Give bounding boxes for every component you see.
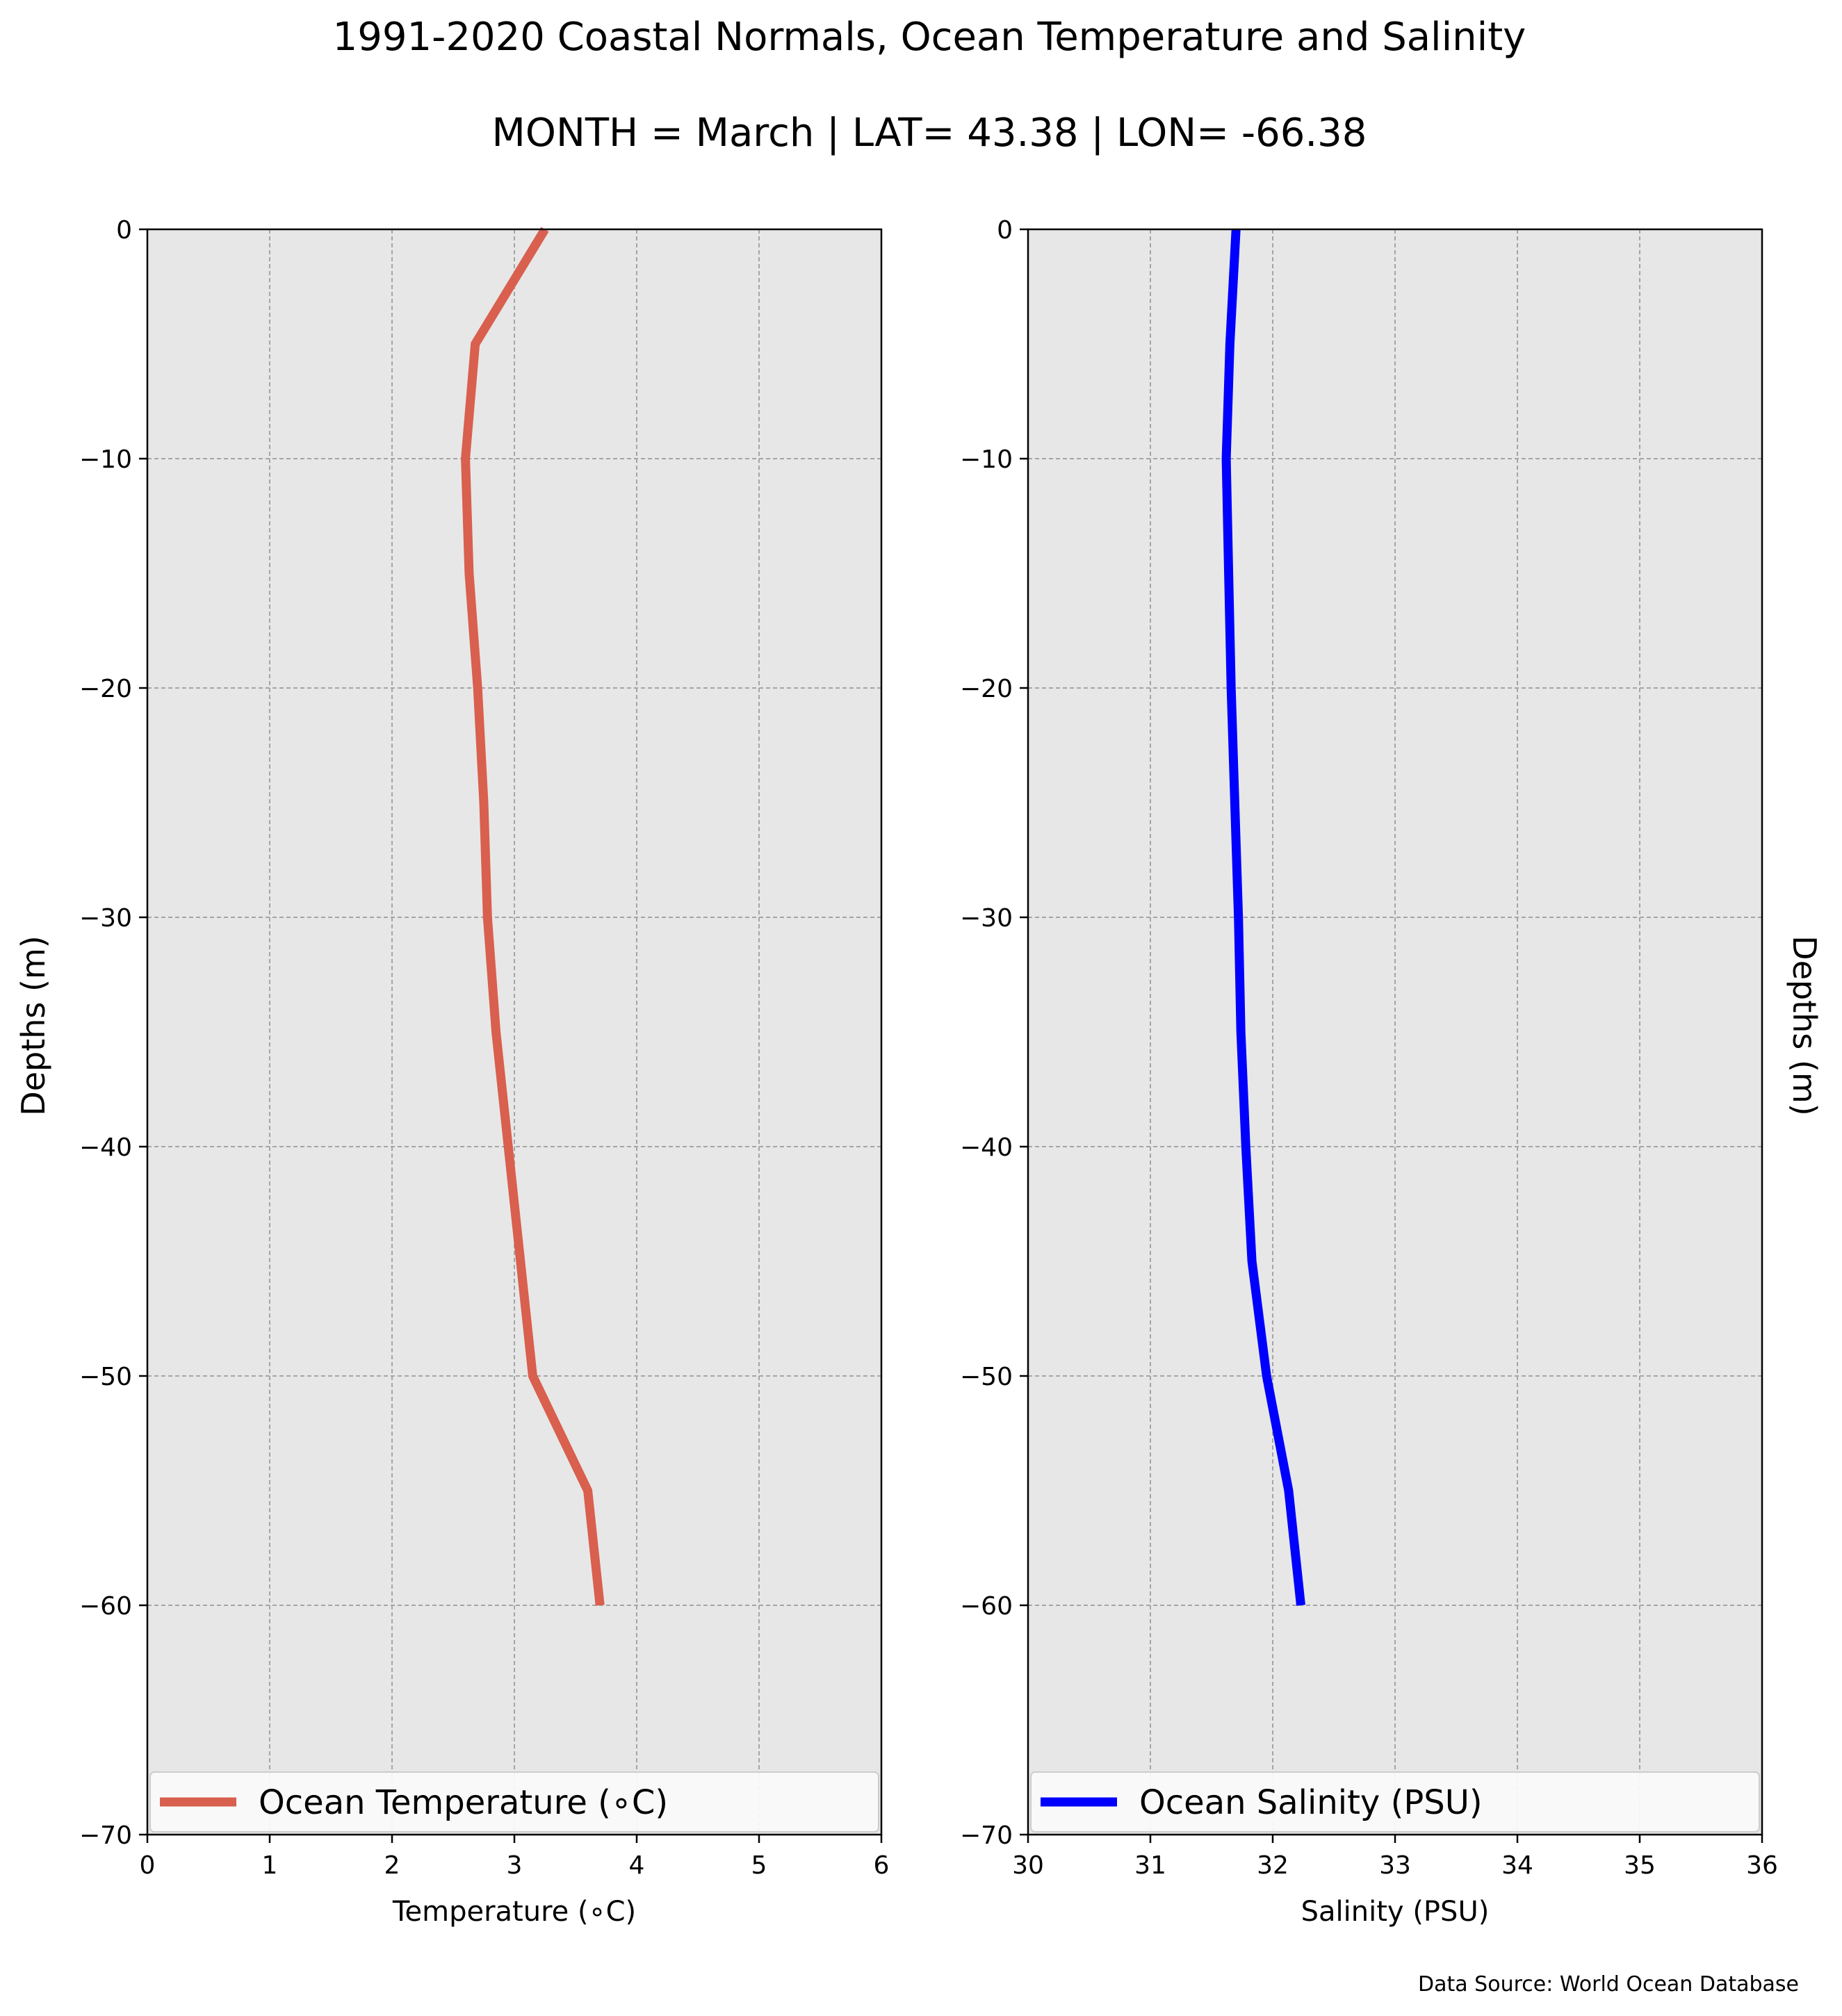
temp-x-tick-label: 1 bbox=[262, 1851, 278, 1880]
sal-y-tick-label: −50 bbox=[960, 1363, 1013, 1391]
sal-y-tick-label: −60 bbox=[960, 1592, 1013, 1621]
sal-x-tick-label: 30 bbox=[1012, 1851, 1044, 1880]
temp-x-tick-label: 5 bbox=[751, 1851, 767, 1880]
sal-x-tick-label: 34 bbox=[1501, 1851, 1533, 1880]
sal-x-tick-label: 32 bbox=[1257, 1851, 1289, 1880]
temp-y-tick-label: −10 bbox=[79, 445, 132, 474]
chart-subtitle: MONTH = March | LAT= 43.38 | LON= -66.38 bbox=[492, 110, 1367, 156]
sal-x-tick-label: 36 bbox=[1746, 1851, 1778, 1880]
temp-legend-label: Ocean Temperature (∘C) bbox=[259, 1783, 668, 1822]
temp-x-tick-label: 3 bbox=[507, 1851, 523, 1880]
sal-y-tick-label: −20 bbox=[960, 675, 1013, 703]
temp-y-tick-label: −40 bbox=[79, 1133, 132, 1162]
temp-x-tick-label: 0 bbox=[140, 1851, 156, 1880]
temp-y-tick-label: 0 bbox=[116, 216, 132, 245]
y-axis-label-left: Depths (m) bbox=[15, 935, 52, 1115]
sal-legend-label: Ocean Salinity (PSU) bbox=[1139, 1783, 1483, 1822]
temp-x-tick-label: 6 bbox=[874, 1851, 890, 1880]
sal-legend-box bbox=[1030, 1771, 1760, 1833]
y-axis-label-right: Depths (m) bbox=[1786, 935, 1823, 1115]
sal-x-tick-label: 31 bbox=[1134, 1851, 1166, 1880]
salinity-panel: 30 31 32 33 34 35 36 0 −10 −20 −30 −40 −50 −60 −70 Sali… bbox=[960, 216, 1778, 1928]
sal-y-tick-label: −10 bbox=[960, 445, 1013, 474]
sal-y-tick-label: 0 bbox=[997, 216, 1013, 245]
sal-y-tick-label: −40 bbox=[960, 1133, 1013, 1162]
temp-y-tick-label: −60 bbox=[79, 1592, 132, 1621]
sal-series-line bbox=[1221, 229, 1305, 1606]
temp-y-tick-label: −50 bbox=[79, 1363, 132, 1391]
temp-x-tick-label: 4 bbox=[629, 1851, 645, 1880]
data-source-note: Data Source: World Ocean Database bbox=[1418, 1972, 1799, 1997]
temp-legend-box bbox=[149, 1771, 879, 1833]
sal-y-tick-label: −30 bbox=[960, 904, 1013, 933]
sal-legend: Ocean Salinity (PSU) bbox=[1030, 1771, 1760, 1833]
temperature-panel: 0 1 2 3 4 5 6 0 −10 −20 −30 −40 −50 −60 −70 Temperature… bbox=[79, 216, 889, 1928]
sal-x-tick-label: 35 bbox=[1624, 1851, 1656, 1880]
temp-x-tick-label: 2 bbox=[384, 1851, 400, 1880]
temp-x-axis-label: Temperature (∘C) bbox=[392, 1896, 636, 1928]
temp-series-line bbox=[461, 227, 605, 1606]
temp-y-tick-label: −30 bbox=[79, 904, 132, 933]
chart-title: 1991-2020 Coastal Normals, Ocean Tempera… bbox=[333, 15, 1526, 60]
sal-y-tick-label: −70 bbox=[960, 1821, 1013, 1850]
temp-y-tick-label: −20 bbox=[79, 675, 132, 703]
sal-x-axis-label: Salinity (PSU) bbox=[1301, 1896, 1490, 1928]
temp-y-tick-label: −70 bbox=[79, 1821, 132, 1850]
sal-x-tick-label: 33 bbox=[1379, 1851, 1411, 1880]
temp-legend: Ocean Temperature (∘C) bbox=[149, 1771, 879, 1833]
